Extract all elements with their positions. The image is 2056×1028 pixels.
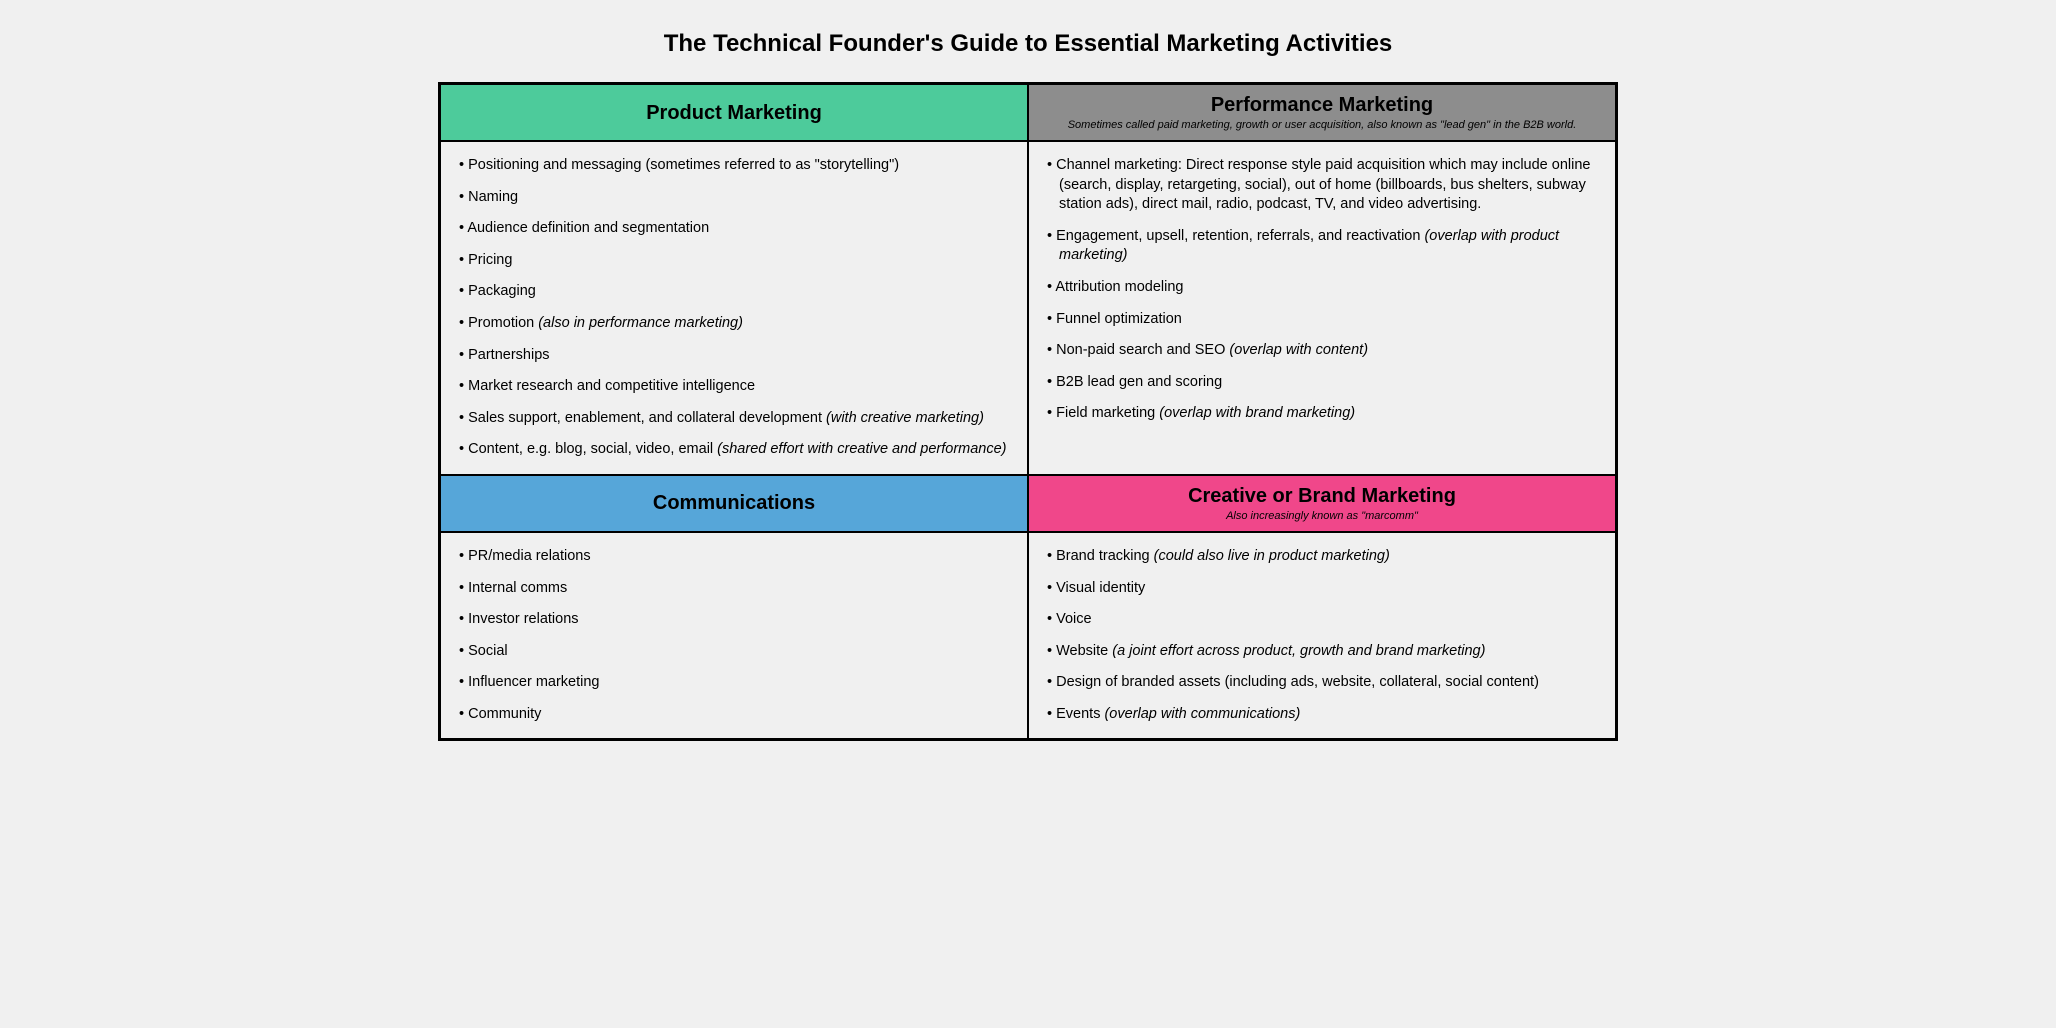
list-item: Community bbox=[459, 705, 1009, 725]
list-item-text: Channel marketing: Direct response style… bbox=[1056, 157, 1590, 212]
marketing-grid: Product Marketing Performance Marketing … bbox=[438, 82, 1618, 741]
list-item-text: Sales support, enablement, and collatera… bbox=[468, 410, 822, 426]
list-item-text: Naming bbox=[468, 189, 518, 205]
list-item-text: Internal comms bbox=[468, 580, 567, 596]
list-item-note: (overlap with content) bbox=[1225, 342, 1368, 358]
list-item: Design of branded assets (including ads,… bbox=[1047, 673, 1597, 693]
list-item: Sales support, enablement, and collatera… bbox=[459, 409, 1009, 429]
list-item: Website (a joint effort across product, … bbox=[1047, 642, 1597, 662]
list-item: Social bbox=[459, 642, 1009, 662]
list-item: Visual identity bbox=[1047, 579, 1597, 599]
list-item: Audience definition and segmentation bbox=[459, 219, 1009, 239]
list-creative-brand: Brand tracking (could also live in produ… bbox=[1047, 547, 1597, 724]
body-performance-marketing: Channel marketing: Direct response style… bbox=[1028, 141, 1616, 475]
list-performance-marketing: Channel marketing: Direct response style… bbox=[1047, 156, 1597, 424]
header-title-performance-marketing: Performance Marketing bbox=[1043, 93, 1601, 117]
list-item-text: Events bbox=[1056, 706, 1100, 722]
list-item-note: (could also live in product marketing) bbox=[1150, 548, 1390, 564]
list-item: PR/media relations bbox=[459, 547, 1009, 567]
list-item-note: (with creative marketing) bbox=[822, 410, 984, 426]
list-item: Engagement, upsell, retention, referrals… bbox=[1047, 227, 1597, 266]
list-item-text: Design of branded assets (including ads,… bbox=[1056, 674, 1539, 690]
body-creative-brand: Brand tracking (could also live in produ… bbox=[1028, 532, 1616, 739]
header-product-marketing: Product Marketing bbox=[440, 84, 1028, 141]
list-item-text: Funnel optimization bbox=[1056, 311, 1182, 327]
list-item: Market research and competitive intellig… bbox=[459, 377, 1009, 397]
list-item: Brand tracking (could also live in produ… bbox=[1047, 547, 1597, 567]
list-item-text: Positioning and messaging (sometimes ref… bbox=[468, 157, 899, 173]
list-item: Packaging bbox=[459, 282, 1009, 302]
header-performance-marketing: Performance Marketing Sometimes called p… bbox=[1028, 84, 1616, 141]
list-item: Events (overlap with communications) bbox=[1047, 705, 1597, 725]
list-item: Field marketing (overlap with brand mark… bbox=[1047, 404, 1597, 424]
list-item-note: (a joint effort across product, growth a… bbox=[1108, 643, 1485, 659]
list-item: Internal comms bbox=[459, 579, 1009, 599]
list-item: Positioning and messaging (sometimes ref… bbox=[459, 156, 1009, 176]
list-item: Partnerships bbox=[459, 346, 1009, 366]
list-item-text: Non-paid search and SEO bbox=[1056, 342, 1225, 358]
list-item: Voice bbox=[1047, 610, 1597, 630]
header-title-communications: Communications bbox=[455, 491, 1013, 515]
list-item: B2B lead gen and scoring bbox=[1047, 373, 1597, 393]
list-item: Pricing bbox=[459, 251, 1009, 271]
list-item: Promotion (also in performance marketing… bbox=[459, 314, 1009, 334]
list-communications: PR/media relations Internal comms Investor… bbox=[459, 547, 1009, 724]
header-title-product-marketing: Product Marketing bbox=[455, 101, 1013, 125]
list-item-text: Website bbox=[1056, 643, 1108, 659]
list-item-note: (shared effort with creative and perform… bbox=[713, 441, 1006, 457]
list-item-note: (overlap with brand marketing) bbox=[1155, 405, 1355, 421]
list-item-text: Attribution modeling bbox=[1055, 279, 1183, 295]
body-communications: PR/media relations Internal comms Investor… bbox=[440, 532, 1028, 739]
list-item-text: Partnerships bbox=[468, 347, 549, 363]
list-item-text: Influencer marketing bbox=[468, 674, 599, 690]
list-item-text: B2B lead gen and scoring bbox=[1056, 374, 1222, 390]
list-item-text: Engagement, upsell, retention, referrals… bbox=[1056, 228, 1420, 244]
list-item-text: Voice bbox=[1056, 611, 1091, 627]
list-item-text: Pricing bbox=[468, 252, 512, 268]
list-item: Naming bbox=[459, 188, 1009, 208]
list-product-marketing: Positioning and messaging (sometimes ref… bbox=[459, 156, 1009, 460]
list-item-text: Market research and competitive intellig… bbox=[468, 378, 755, 394]
list-item-text: Audience definition and segmentation bbox=[467, 220, 709, 236]
header-title-creative-brand: Creative or Brand Marketing bbox=[1043, 484, 1601, 508]
list-item-text: Content, e.g. blog, social, video, email bbox=[468, 441, 713, 457]
list-item-text: Social bbox=[468, 643, 508, 659]
list-item-text: Packaging bbox=[468, 283, 536, 299]
header-creative-brand: Creative or Brand Marketing Also increas… bbox=[1028, 475, 1616, 532]
list-item-text: PR/media relations bbox=[468, 548, 591, 564]
page-title: The Technical Founder's Guide to Essenti… bbox=[0, 30, 2056, 58]
header-communications: Communications bbox=[440, 475, 1028, 532]
list-item-text: Visual identity bbox=[1056, 580, 1145, 596]
list-item-text: Investor relations bbox=[468, 611, 578, 627]
list-item-note: (also in performance marketing) bbox=[534, 315, 743, 331]
list-item-note: (overlap with communications) bbox=[1100, 706, 1300, 722]
header-sub-performance-marketing: Sometimes called paid marketing, growth … bbox=[1043, 119, 1601, 132]
list-item-text: Brand tracking bbox=[1056, 548, 1150, 564]
list-item: Funnel optimization bbox=[1047, 310, 1597, 330]
list-item: Content, e.g. blog, social, video, email… bbox=[459, 440, 1009, 460]
body-product-marketing: Positioning and messaging (sometimes ref… bbox=[440, 141, 1028, 475]
header-sub-creative-brand: Also increasingly known as "marcomm" bbox=[1043, 510, 1601, 523]
list-item: Non-paid search and SEO (overlap with co… bbox=[1047, 341, 1597, 361]
list-item: Influencer marketing bbox=[459, 673, 1009, 693]
list-item-text: Promotion bbox=[468, 315, 534, 331]
list-item-text: Community bbox=[468, 706, 541, 722]
list-item-text: Field marketing bbox=[1056, 405, 1155, 421]
list-item: Channel marketing: Direct response style… bbox=[1047, 156, 1597, 215]
list-item: Investor relations bbox=[459, 610, 1009, 630]
list-item: Attribution modeling bbox=[1047, 278, 1597, 298]
